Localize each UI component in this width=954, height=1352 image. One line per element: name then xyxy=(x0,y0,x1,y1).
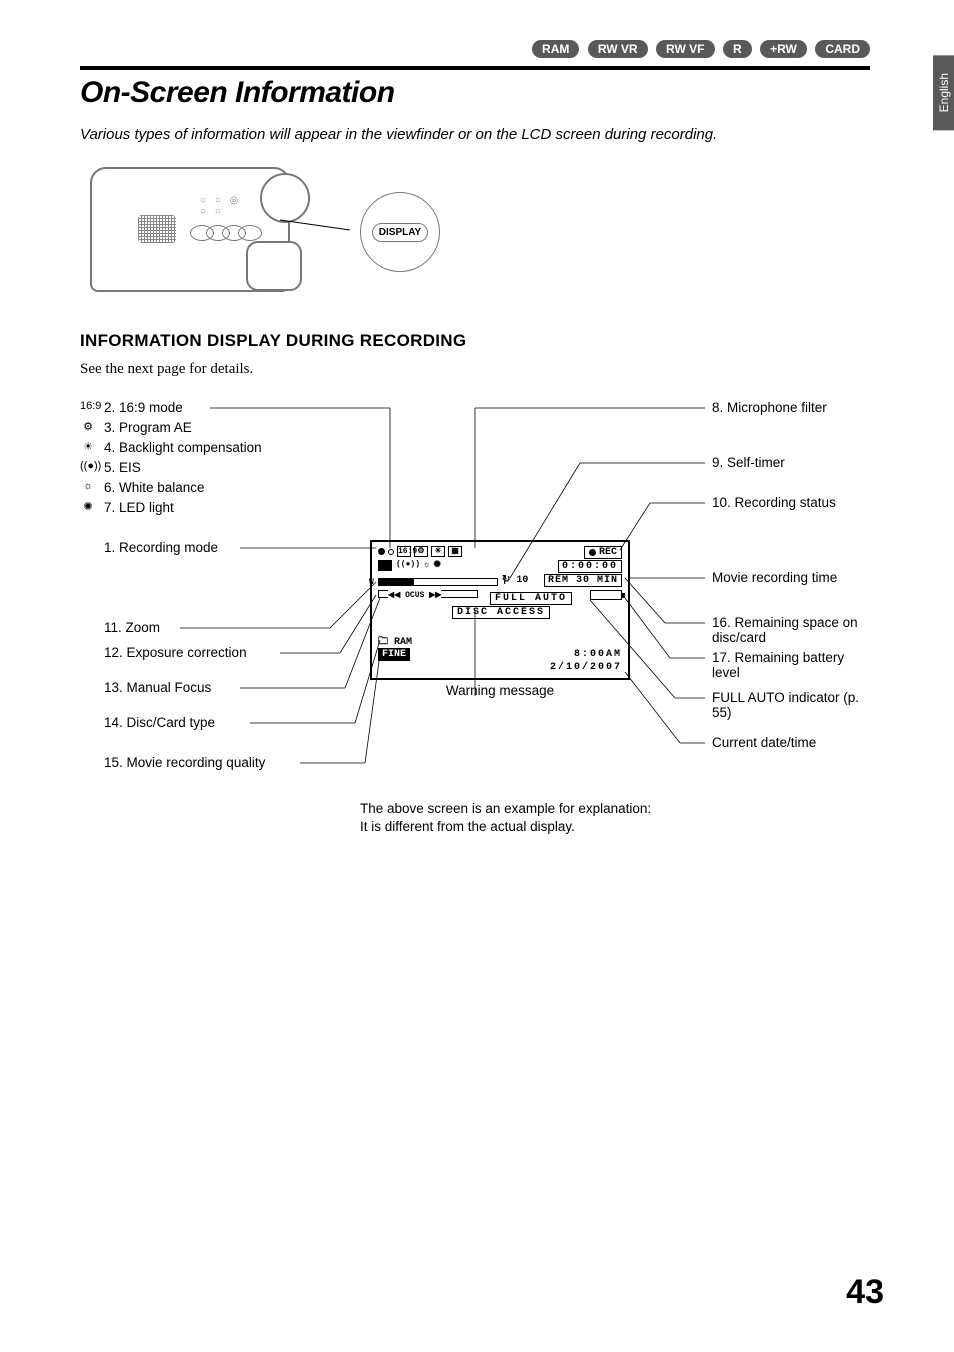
section-heading: INFORMATION DISPLAY DURING RECORDING xyxy=(80,331,870,351)
label-program-ae: 3. Program AE xyxy=(104,420,192,435)
page-content: RAM RW VR RW VF R +RW CARD On-Screen Inf… xyxy=(80,40,870,800)
badge-ram: RAM xyxy=(532,40,579,58)
label-manual-focus: 13. Manual Focus xyxy=(104,680,211,695)
lcd-quality: FINE xyxy=(378,648,410,661)
label-remaining-space: 16. Remaining space on disc/card xyxy=(712,615,867,645)
label-full-auto-ind: FULL AUTO indicator (p. 55) xyxy=(712,690,867,720)
badge-rwvr: RW VR xyxy=(588,40,648,58)
display-button-callout: DISPLAY xyxy=(360,192,440,272)
lcd-screen-mockup: 16:9 ⚙ ☀ ▦ ((●)) ☼ ✺ REC 0:00:00 REM 30 … xyxy=(370,540,630,680)
media-badges-row: RAM RW VR RW VF R +RW CARD xyxy=(80,40,870,58)
label-recording-mode: 1. Recording mode xyxy=(104,540,218,555)
icon-wb: ☼ xyxy=(80,480,96,492)
icon-program-ae: ⚙ xyxy=(80,420,96,433)
label-zoom: 11. Zoom xyxy=(104,620,160,635)
lcd-timecode: 0:00:00 xyxy=(558,560,622,573)
header-rule xyxy=(80,66,870,70)
display-button-label: DISPLAY xyxy=(372,223,428,242)
badge-r: R xyxy=(723,40,752,58)
diagram-caption: The above screen is an example for expla… xyxy=(360,800,680,836)
icon-169: 16:9 xyxy=(80,400,96,412)
label-rec-status: 10. Recording status xyxy=(712,495,836,510)
label-169-mode: 2. 16:9 mode xyxy=(104,400,183,415)
badge-card: CARD xyxy=(815,40,870,58)
label-remaining-batt: 17. Remaining battery level xyxy=(712,650,867,680)
icon-led: ✺ xyxy=(80,500,96,513)
label-self-timer: 9. Self-timer xyxy=(712,455,785,470)
lcd-disc-access: DISC ACCESS xyxy=(452,606,550,619)
label-movie-rec-time: Movie recording time xyxy=(712,570,837,585)
label-mic-filter: 8. Microphone filter xyxy=(712,400,827,415)
page-number: 43 xyxy=(846,1273,884,1312)
label-current-datetime: Current date/time xyxy=(712,735,816,750)
label-led-light: 7. LED light xyxy=(104,500,174,515)
label-white-balance: 6. White balance xyxy=(104,480,205,495)
label-movie-quality: 15. Movie recording quality xyxy=(104,755,265,770)
camera-illustration: ○ ○ ◎○ ○ xyxy=(90,167,300,297)
icon-eis: ((●)) xyxy=(80,460,96,472)
label-disc-card-type: 14. Disc/Card type xyxy=(104,715,215,730)
osd-diagram: 16:9 2. 16:9 mode ⚙ 3. Program AE ☀ 4. B… xyxy=(80,400,870,800)
lcd-manual-focus: ◀◀ OCUS ▶▶ xyxy=(388,590,441,600)
lcd-remaining: REM 30 MIN xyxy=(544,574,622,587)
label-exposure-corr: 12. Exposure correction xyxy=(104,645,247,660)
lcd-zoom-bar xyxy=(378,578,498,586)
lcd-full-auto: FULL AUTO xyxy=(490,592,572,605)
see-next-page: See the next page for details. xyxy=(80,361,870,378)
label-warning-message: Warning message xyxy=(446,683,554,698)
label-eis: 5. EIS xyxy=(104,460,141,475)
lcd-battery-icon xyxy=(590,590,622,600)
lcd-rec-indicator: REC xyxy=(584,546,622,559)
badge-rwvf: RW VF xyxy=(656,40,714,58)
language-tab: English xyxy=(933,55,954,130)
icon-backlight: ☀ xyxy=(80,440,96,453)
page-title: On-Screen Information xyxy=(80,76,870,110)
lcd-datetime: 8:00AM2/10/2007 xyxy=(550,648,622,674)
intro-text: Various types of information will appear… xyxy=(80,126,870,143)
badge-plusrw: +RW xyxy=(760,40,807,58)
label-backlight-comp: 4. Backlight compensation xyxy=(104,440,262,455)
camera-illustration-row: ○ ○ ◎○ ○ DISPLAY xyxy=(90,167,870,297)
